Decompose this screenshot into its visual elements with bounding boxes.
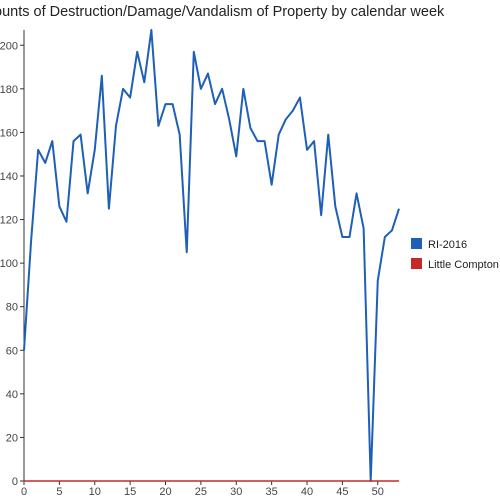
y-tick-label: 60 <box>6 345 18 357</box>
series-line-1 <box>24 30 399 481</box>
x-tick-label: 25 <box>195 486 207 498</box>
x-tick-label: 20 <box>159 486 171 498</box>
legend-swatch <box>411 258 422 269</box>
x-tick-label: 15 <box>124 486 136 498</box>
x-tick-label: 35 <box>266 486 278 498</box>
y-tick-label: 180 <box>0 84 18 96</box>
y-tick-label: 200 <box>0 40 18 52</box>
chart-title: ounts of Destruction/Damage/Vandalism of… <box>0 4 445 20</box>
x-tick-label: 45 <box>336 486 348 498</box>
legend: RI-2016 Little Compton <box>411 238 499 271</box>
legend-label: RI-2016 <box>428 239 467 251</box>
y-axis: 0 20 40 60 80 100 120 140 160 180 200 <box>0 30 24 488</box>
y-tick-label: 0 <box>12 476 18 488</box>
y-tick-label: 80 <box>6 302 18 314</box>
y-tick-label: 160 <box>0 127 18 139</box>
x-tick-label: 50 <box>372 486 384 498</box>
y-tick-label: 140 <box>0 171 18 183</box>
x-tick-label: 5 <box>56 486 62 498</box>
x-tick-label: 10 <box>89 486 101 498</box>
y-tick-label: 40 <box>6 389 18 401</box>
x-axis: 0 5 10 15 20 25 30 35 40 45 50 <box>21 481 384 498</box>
y-tick-label: 120 <box>0 215 18 227</box>
legend-label: Little Compton <box>428 259 499 271</box>
y-tick-label: 20 <box>6 432 18 444</box>
x-tick-label: 40 <box>301 486 313 498</box>
plot-area <box>24 30 399 481</box>
x-tick-label: 0 <box>21 486 27 498</box>
legend-swatch <box>411 238 422 249</box>
x-tick-label: 30 <box>230 486 242 498</box>
y-tick-label: 100 <box>0 258 18 270</box>
